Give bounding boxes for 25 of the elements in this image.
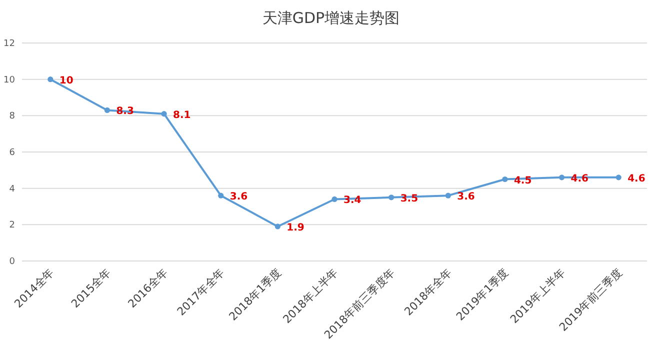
y-tick-label: 10 xyxy=(4,75,16,86)
data-label: 8.1 xyxy=(173,110,191,121)
data-label: 3.6 xyxy=(230,192,248,203)
point xyxy=(388,194,394,200)
data-label: 3.6 xyxy=(457,192,475,203)
y-tick-label: 4 xyxy=(9,184,16,194)
y-tick-label: 2 xyxy=(9,220,15,231)
data-label: 10 xyxy=(59,75,74,86)
point xyxy=(502,176,508,182)
point xyxy=(218,192,224,198)
point xyxy=(104,107,110,114)
point xyxy=(161,111,167,117)
y-tick-label: 8 xyxy=(9,112,16,122)
y-tick-label: 0 xyxy=(9,257,16,267)
point xyxy=(445,192,451,198)
chart-title: 天津GDP增速走势图 xyxy=(262,9,400,27)
point xyxy=(274,224,280,230)
data-label: 1.9 xyxy=(286,222,304,234)
point xyxy=(48,76,54,82)
y-tick-label: 12 xyxy=(4,39,15,49)
y-tick-label: 6 xyxy=(9,148,16,158)
point xyxy=(332,196,338,202)
data-label: 4.6 xyxy=(628,173,646,184)
point xyxy=(558,174,565,180)
point xyxy=(616,174,622,180)
